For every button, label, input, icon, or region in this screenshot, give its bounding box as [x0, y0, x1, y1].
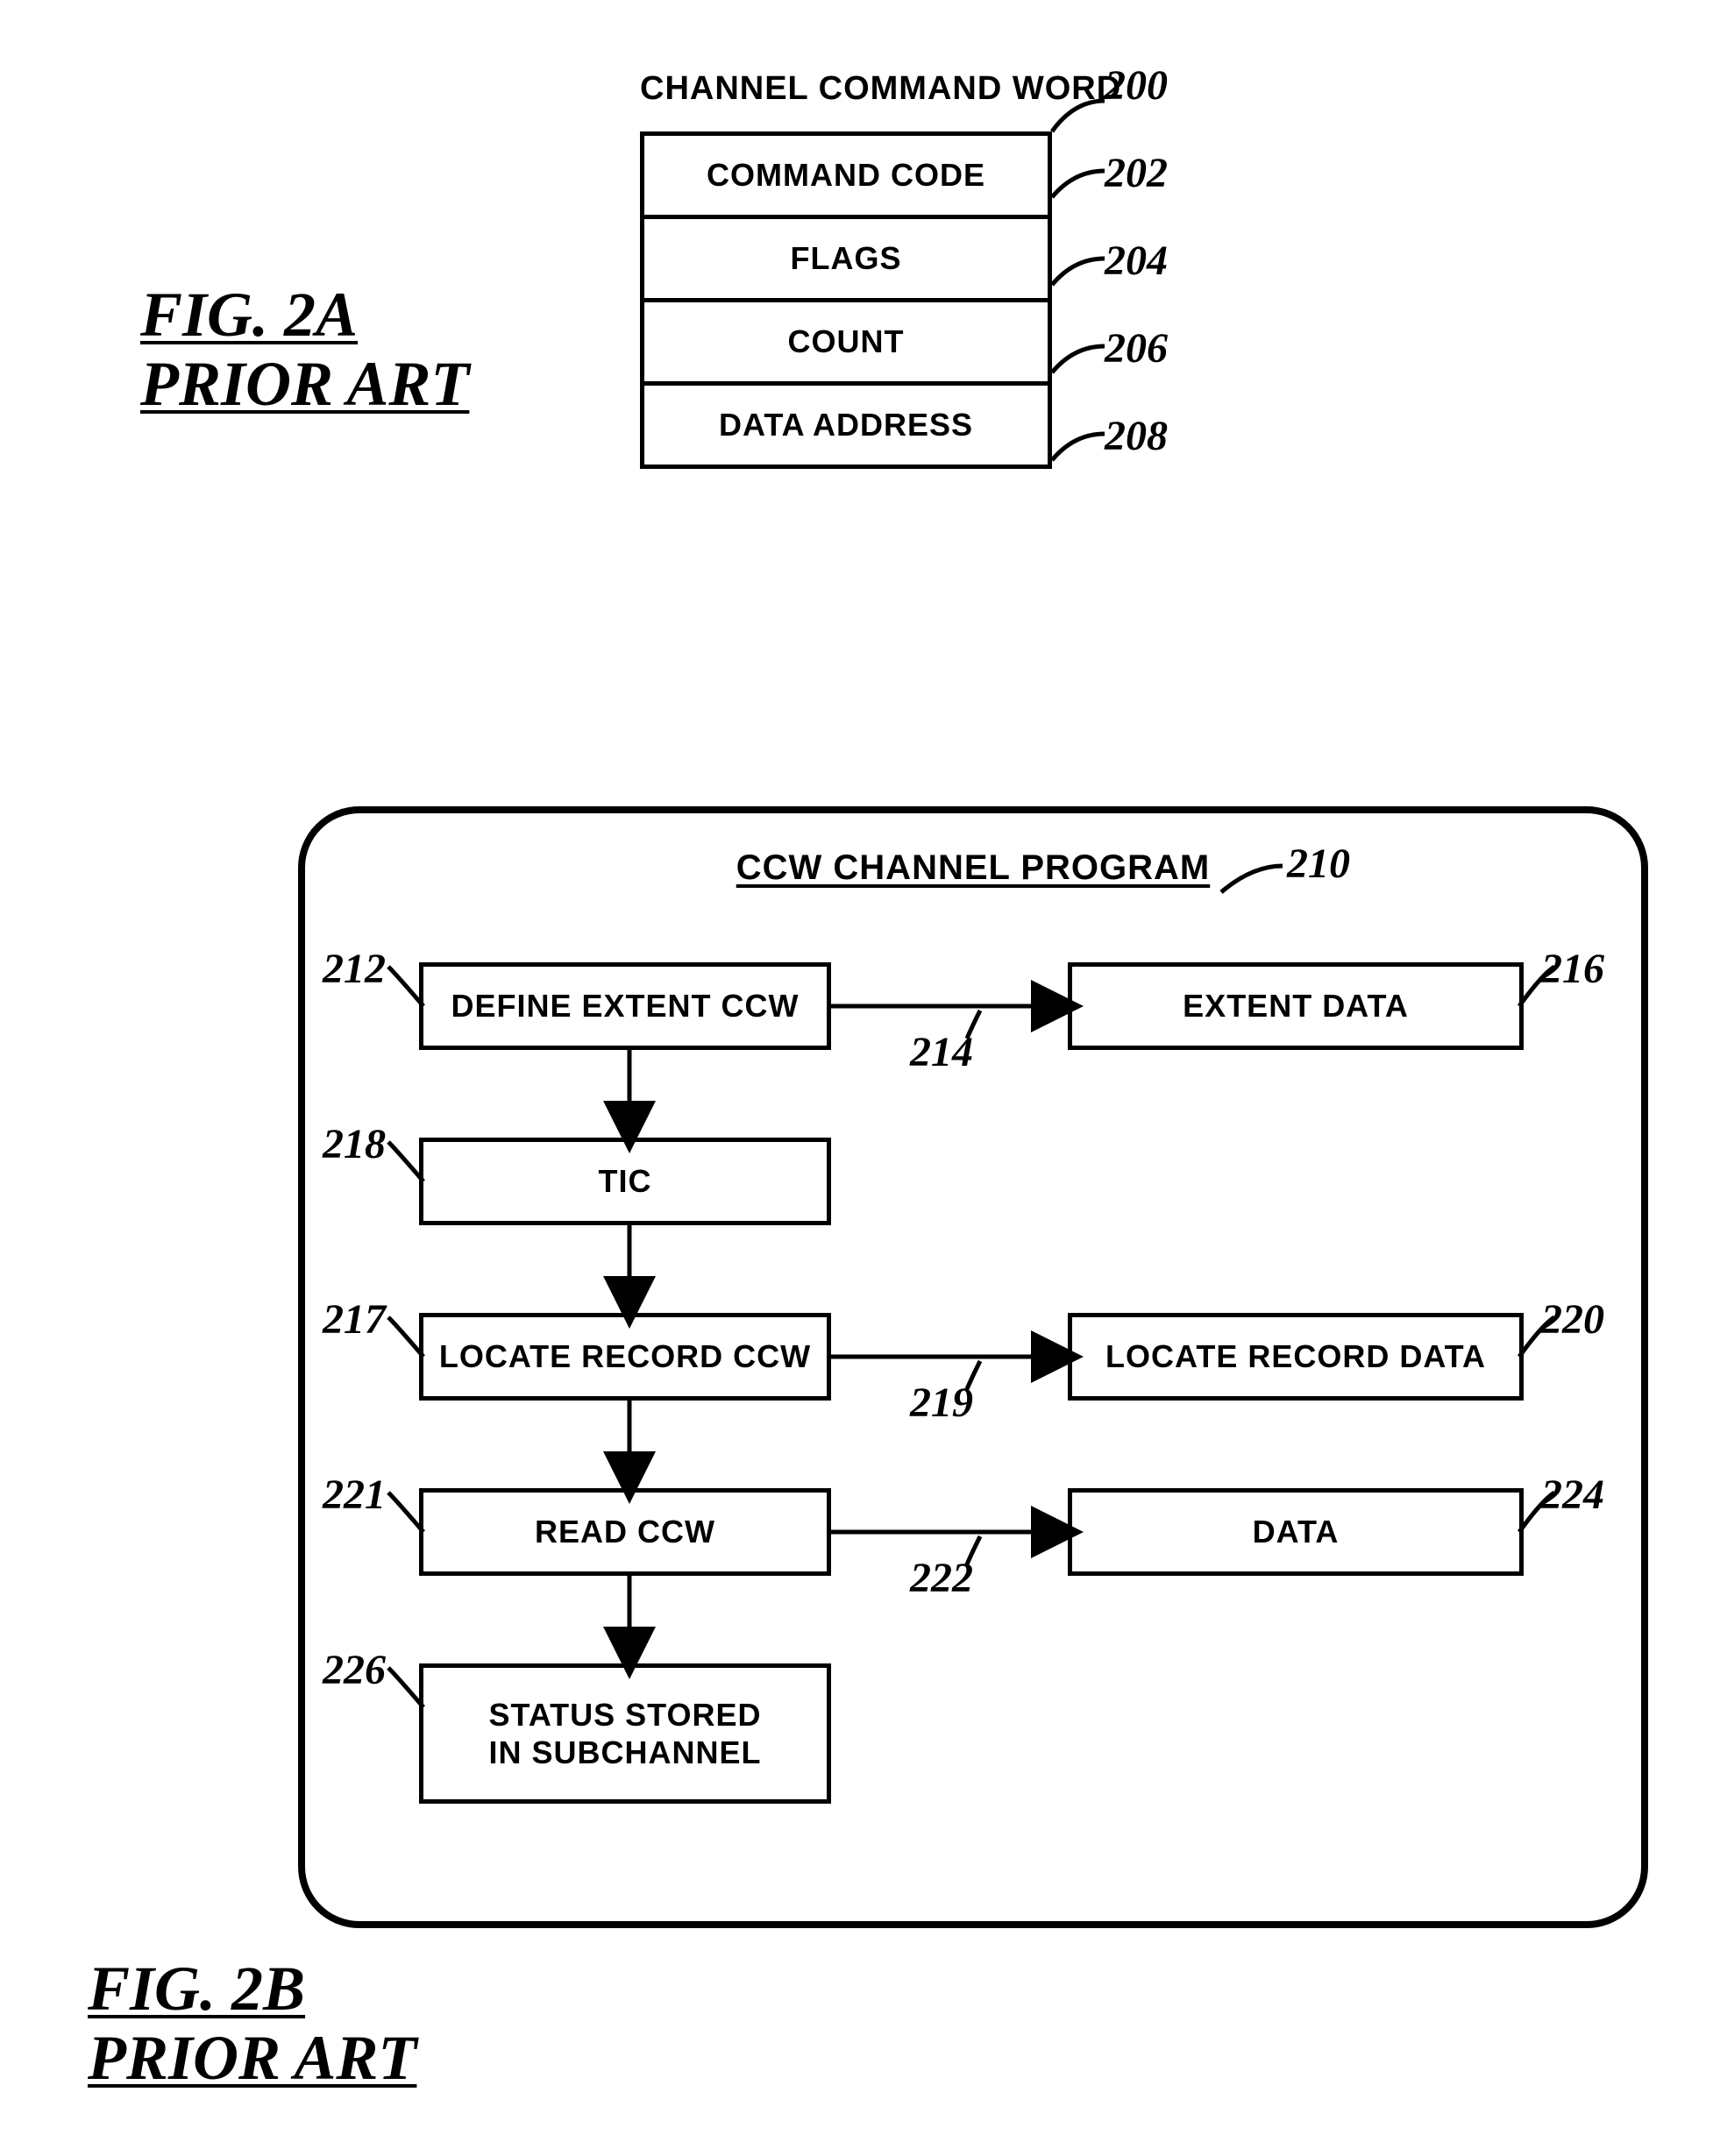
arrow-down-1: [616, 1050, 643, 1138]
leader-214: [967, 1011, 993, 1041]
box-status-stored: STATUS STORED IN SUBCHANNEL: [419, 1663, 831, 1804]
ref-221: 221: [323, 1471, 386, 1519]
figure-2b-label-line1: FIG. 2B: [88, 1954, 416, 2024]
ccw-row-flags: FLAGS: [640, 215, 1052, 302]
leader-217: [388, 1317, 428, 1361]
leader-216: [1515, 967, 1554, 1011]
figure-2a-label-line1: FIG. 2A: [140, 280, 469, 350]
ref-212: 212: [323, 945, 386, 993]
figure-2a-label-line2: PRIOR ART: [140, 350, 469, 419]
ref-210: 210: [1287, 840, 1350, 888]
box-locate-record-ccw: LOCATE RECORD CCW: [419, 1313, 831, 1401]
ref-222: 222: [910, 1554, 973, 1602]
ccw-row-count: COUNT: [640, 298, 1052, 386]
figure-2a: FIG. 2A PRIOR ART CHANNEL COMMAND WORD C…: [35, 70, 1678, 701]
panel-header: CCW CHANNEL PROGRAM: [736, 848, 1210, 888]
figure-2b: FIG. 2B PRIOR ART CCW CHANNEL PROGRAM 21…: [35, 806, 1678, 2121]
arrow-right-219: [831, 1344, 1068, 1370]
box-data: DATA: [1068, 1488, 1524, 1576]
leader-219: [967, 1361, 993, 1392]
leader-220: [1515, 1317, 1554, 1361]
box-extent-data: EXTENT DATA: [1068, 962, 1524, 1050]
figure-2b-label: FIG. 2B PRIOR ART: [88, 1954, 416, 2093]
leader-210: [1217, 862, 1287, 897]
box-locate-record-data: LOCATE RECORD DATA: [1068, 1313, 1524, 1401]
box-define-extent-ccw: DEFINE EXTENT CCW: [419, 962, 831, 1050]
ref-204: 204: [1105, 237, 1168, 285]
arrow-down-2: [616, 1225, 643, 1313]
leader-226: [388, 1668, 428, 1712]
ref-200: 200: [1105, 61, 1168, 110]
arrow-down-3: [616, 1401, 643, 1488]
box-tic: TIC: [419, 1138, 831, 1225]
arrow-right-222: [831, 1519, 1068, 1545]
ccw-program-panel: CCW CHANNEL PROGRAM 210 DEFINE EXTENT CC…: [298, 806, 1648, 1928]
ref-218: 218: [323, 1120, 386, 1168]
ccw-row-data-address: DATA ADDRESS: [640, 381, 1052, 469]
leader-218: [388, 1142, 428, 1186]
figure-2a-label: FIG. 2A PRIOR ART: [140, 280, 469, 419]
leader-222: [967, 1536, 993, 1567]
ref-208: 208: [1105, 412, 1168, 460]
leader-212: [388, 967, 428, 1011]
ref-202: 202: [1105, 149, 1168, 197]
ref-206: 206: [1105, 324, 1168, 372]
leader-200: [1048, 96, 1109, 140]
leader-204: [1048, 254, 1109, 289]
box-read-ccw: READ CCW: [419, 1488, 831, 1576]
ref-219: 219: [910, 1379, 973, 1427]
ccw-word-stack: COMMAND CODE FLAGS COUNT DATA ADDRESS: [640, 131, 1052, 469]
leader-224: [1515, 1493, 1554, 1536]
page: FIG. 2A PRIOR ART CHANNEL COMMAND WORD C…: [35, 70, 1678, 2121]
leader-202: [1048, 167, 1109, 202]
ccw-row-command-code: COMMAND CODE: [640, 131, 1052, 219]
arrow-right-214: [831, 993, 1068, 1019]
leader-206: [1048, 342, 1109, 377]
ref-217: 217: [323, 1295, 386, 1344]
leader-221: [388, 1493, 428, 1536]
arrow-down-4: [616, 1576, 643, 1663]
figure-2b-label-line2: PRIOR ART: [88, 2024, 416, 2093]
ref-214: 214: [910, 1028, 973, 1076]
ref-226: 226: [323, 1646, 386, 1694]
leader-208: [1048, 429, 1109, 465]
